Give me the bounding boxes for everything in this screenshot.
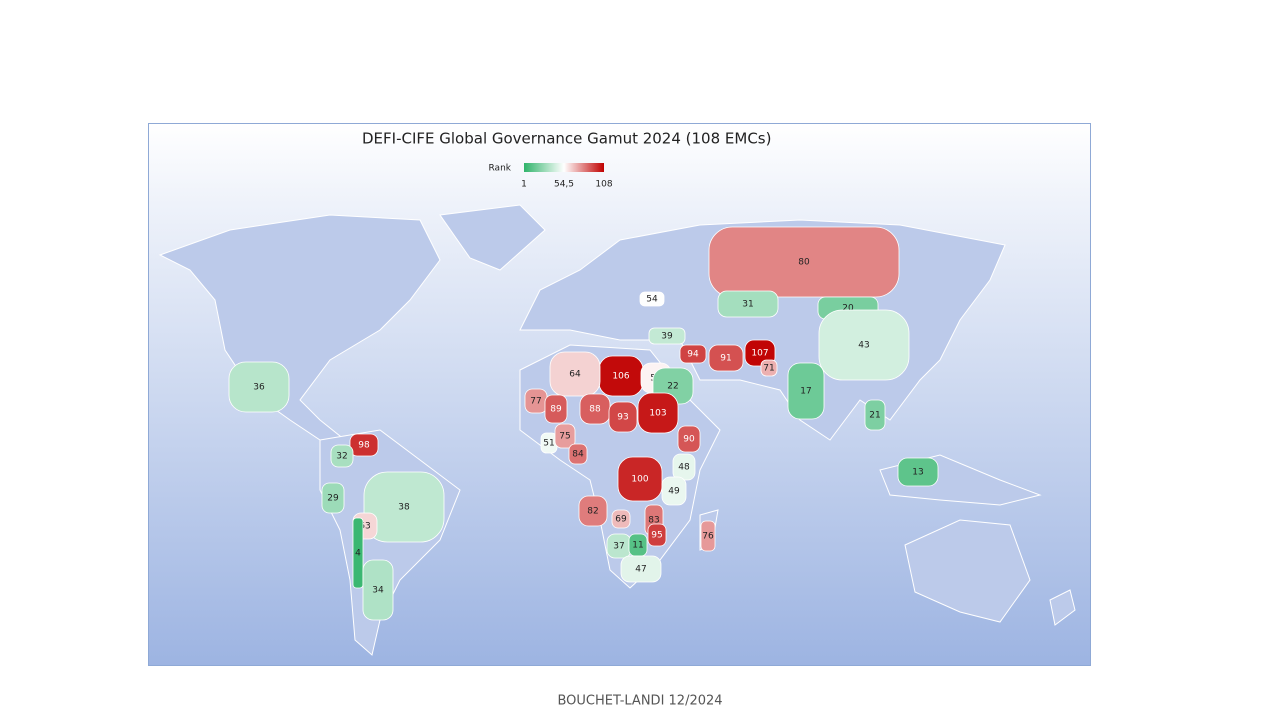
region-rank-label: 88 xyxy=(589,405,601,415)
region-rank-label: 43 xyxy=(858,341,869,351)
region xyxy=(661,476,687,506)
region-rank-label: 11 xyxy=(632,541,643,551)
region xyxy=(578,495,608,527)
region xyxy=(228,361,290,413)
region xyxy=(647,523,667,547)
region-rank-label: 90 xyxy=(683,435,695,445)
legend-tick-label: 1 xyxy=(521,180,527,190)
region-rank-label: 32 xyxy=(336,452,347,462)
legend-ticks: 1 54,5 108 xyxy=(521,180,613,190)
footer: BOUCHET-LANDI 12/2024 xyxy=(557,694,722,709)
region xyxy=(568,443,588,465)
region-rank-label: 39 xyxy=(661,332,673,342)
region-rank-label: 107 xyxy=(751,349,768,359)
region-rank-label: 38 xyxy=(398,503,410,513)
region-rank-label: 75 xyxy=(559,432,570,442)
region xyxy=(549,351,601,397)
region-rank-label: 37 xyxy=(613,542,624,552)
region-rank-label: 4 xyxy=(355,549,361,559)
region-rank-label: 82 xyxy=(587,507,598,517)
region xyxy=(554,423,576,449)
region xyxy=(637,392,679,434)
region xyxy=(349,433,379,457)
region-rank-label: 29 xyxy=(327,494,339,504)
region-rank-label: 22 xyxy=(667,382,678,392)
regions: 8054312039439491107711065764221721778988… xyxy=(228,226,939,621)
region xyxy=(679,344,707,364)
region xyxy=(352,517,364,589)
region-rank-label: 84 xyxy=(572,450,584,460)
region xyxy=(639,291,665,307)
region xyxy=(321,482,345,514)
region xyxy=(744,339,776,367)
region xyxy=(864,399,886,431)
region xyxy=(362,559,394,621)
region-rank-label: 98 xyxy=(358,441,370,451)
region xyxy=(617,456,663,502)
region-rank-label: 54 xyxy=(646,295,658,305)
region xyxy=(760,359,778,377)
region-rank-label: 89 xyxy=(550,405,562,415)
legend-tick-label: 54,5 xyxy=(554,180,574,190)
region xyxy=(330,444,354,468)
region-rank-label: 34 xyxy=(372,586,384,596)
region xyxy=(717,290,779,318)
region-rank-label: 49 xyxy=(668,487,680,497)
region-rank-label: 94 xyxy=(687,350,699,360)
region-rank-label: 63 xyxy=(359,522,370,532)
region xyxy=(608,401,638,433)
legend-bar xyxy=(524,163,604,172)
region-rank-label: 71 xyxy=(763,364,774,374)
legend-tick-label: 108 xyxy=(595,180,612,190)
region-rank-label: 77 xyxy=(530,397,541,407)
region xyxy=(787,362,825,420)
region-rank-label: 103 xyxy=(649,409,666,419)
region-rank-label: 47 xyxy=(635,565,646,575)
region-rank-label: 17 xyxy=(800,387,811,397)
region-rank-label: 91 xyxy=(720,354,731,364)
region-rank-label: 95 xyxy=(651,531,662,541)
region-rank-label: 36 xyxy=(253,383,265,393)
region-rank-label: 69 xyxy=(615,515,627,525)
region xyxy=(700,520,716,552)
legend-title: Rank xyxy=(489,164,512,174)
region xyxy=(363,471,445,543)
region xyxy=(620,555,662,583)
region-rank-label: 20 xyxy=(842,304,854,314)
region-rank-label: 31 xyxy=(742,300,753,310)
region xyxy=(677,425,701,453)
region xyxy=(544,394,568,424)
region-rank-label: 93 xyxy=(617,413,628,423)
region-rank-label: 100 xyxy=(631,475,648,485)
region-rank-label: 76 xyxy=(702,532,714,542)
map-title: DEFI-CIFE Global Governance Gamut 2024 (… xyxy=(362,130,771,148)
region xyxy=(818,309,910,381)
region-rank-label: 64 xyxy=(569,370,581,380)
region xyxy=(708,226,900,298)
region-rank-label: 13 xyxy=(912,468,923,478)
region-rank-label: 80 xyxy=(798,258,810,268)
region-rank-label: 48 xyxy=(678,463,690,473)
region xyxy=(897,457,939,487)
region xyxy=(708,344,744,372)
region-rank-label: 83 xyxy=(648,516,659,526)
region-rank-label: 51 xyxy=(543,439,554,449)
region-rank-label: 106 xyxy=(612,372,629,382)
region xyxy=(648,327,686,345)
region-rank-label: 21 xyxy=(869,411,880,421)
region xyxy=(611,509,631,529)
